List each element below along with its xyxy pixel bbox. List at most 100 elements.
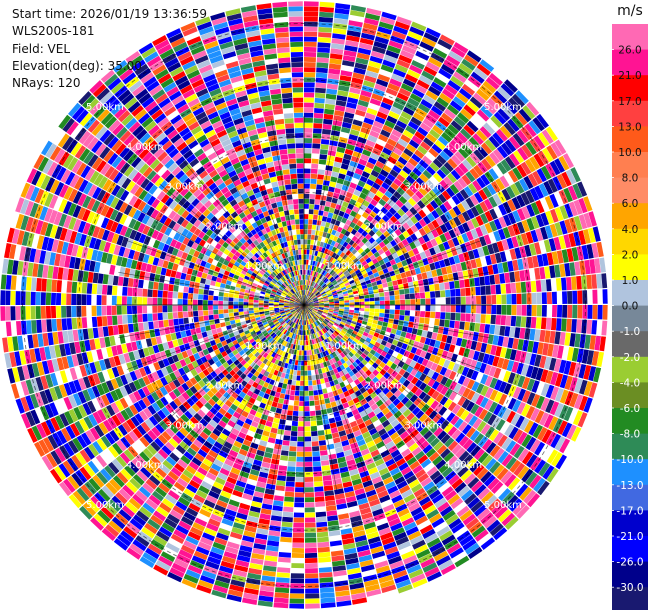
velocity-gate [450, 120, 463, 132]
velocity-gate [305, 593, 320, 599]
velocity-gate [319, 450, 328, 456]
velocity-gate [289, 603, 304, 609]
velocity-gate [365, 161, 375, 170]
velocity-gate [521, 364, 529, 376]
velocity-gate [388, 318, 394, 324]
velocity-gate [313, 123, 323, 129]
velocity-gate [398, 87, 412, 97]
velocity-gate [483, 198, 493, 210]
velocity-gate [359, 305, 365, 308]
velocity-gate [279, 547, 292, 553]
velocity-gate [306, 249, 310, 255]
velocity-gate [532, 341, 539, 354]
velocity-gate [367, 157, 377, 165]
velocity-gate [304, 244, 307, 250]
velocity-gate [309, 292, 313, 297]
velocity-gate [374, 293, 380, 298]
velocity-gate [545, 279, 552, 292]
velocity-gate [545, 384, 555, 399]
velocity-gate [304, 133, 313, 138]
velocity-gate [454, 280, 460, 289]
velocity-gate [481, 142, 493, 155]
velocity-gate [379, 309, 385, 314]
velocity-gate [361, 211, 369, 219]
velocity-gate [475, 341, 483, 352]
velocity-gate [472, 180, 482, 192]
velocity-gate [320, 258, 325, 264]
velocity-gate [559, 438, 571, 454]
velocity-gate [316, 312, 322, 316]
velocity-gate [457, 375, 466, 385]
velocity-gate [327, 73, 340, 80]
velocity-gate [338, 210, 345, 217]
velocity-gate [375, 190, 384, 199]
velocity-gate [437, 38, 453, 50]
velocity-gate [317, 215, 323, 221]
velocity-gate [421, 358, 429, 367]
velocity-gate [362, 200, 370, 207]
velocity-gate [446, 352, 454, 361]
velocity-gate [314, 290, 319, 295]
velocity-gate [509, 271, 516, 283]
velocity-gate [401, 213, 410, 222]
velocity-gate [339, 273, 345, 278]
velocity-gate [337, 90, 349, 97]
velocity-gate [429, 339, 436, 347]
velocity-gate [547, 178, 558, 193]
velocity-gate [451, 336, 458, 345]
velocity-gate [350, 228, 358, 236]
velocity-gate [450, 312, 456, 321]
velocity-gate [425, 179, 436, 190]
velocity-gate [358, 158, 368, 166]
velocity-gate [505, 315, 512, 326]
velocity-gate [438, 243, 446, 252]
velocity-gate [420, 141, 431, 151]
velocity-gate [329, 458, 338, 465]
velocity-gate [434, 261, 441, 270]
velocity-gate [435, 43, 450, 55]
velocity-gate [345, 219, 352, 226]
velocity-gate [429, 162, 440, 172]
velocity-gate [413, 239, 421, 247]
velocity-gate [384, 190, 393, 199]
velocity-gate [403, 350, 411, 358]
velocity-gate [374, 36, 389, 45]
velocity-gate [396, 120, 407, 130]
velocity-gate [299, 386, 304, 391]
velocity-gate [395, 142, 406, 152]
velocity-gate [549, 193, 559, 208]
velocity-gate [465, 197, 475, 209]
velocity-gate [389, 295, 395, 301]
velocity-gate [371, 240, 379, 248]
velocity-gate [455, 92, 469, 104]
velocity-gate [480, 342, 488, 353]
velocity-gate [355, 109, 366, 117]
velocity-gate [364, 311, 370, 315]
velocity-gate [488, 135, 500, 148]
velocity-gate [459, 321, 465, 330]
velocity-gate [506, 294, 512, 305]
velocity-gate [587, 305, 593, 319]
velocity-gate [578, 395, 588, 411]
velocity-gate [457, 329, 464, 338]
velocity-gate [453, 345, 461, 355]
velocity-gate [430, 52, 445, 64]
velocity-gate [339, 265, 345, 271]
velocity-gate [334, 274, 340, 280]
velocity-gate [354, 310, 360, 314]
velocity-gate [512, 338, 519, 350]
velocity-gate [388, 286, 394, 292]
velocity-gate [427, 222, 436, 231]
velocity-gate [309, 355, 313, 361]
velocity-gate [326, 443, 335, 450]
velocity-gate [566, 347, 574, 361]
velocity-gate [290, 573, 304, 579]
velocity-gate [515, 316, 522, 327]
velocity-gate [336, 146, 346, 154]
velocity-gate [516, 305, 522, 316]
velocity-gate [331, 289, 337, 293]
velocity-gate [552, 305, 557, 318]
velocity-gate [484, 399, 494, 411]
velocity-gate [356, 104, 368, 112]
velocity-gate [356, 254, 363, 261]
